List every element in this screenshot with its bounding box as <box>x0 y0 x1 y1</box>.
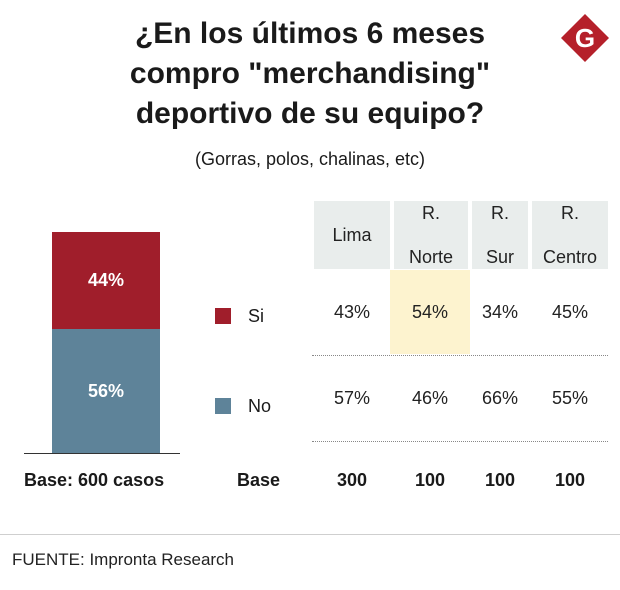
row-divider <box>312 355 608 356</box>
brand-logo-icon: G <box>561 14 609 62</box>
column-header-r-norte-line1: R. <box>422 203 440 223</box>
column-header-r-norte-line2: Norte <box>408 247 453 267</box>
column-header-lima: Lima <box>314 201 390 269</box>
footer-divider <box>0 534 620 535</box>
stacked-bar-chart: 44% 56% <box>24 232 180 454</box>
base-value-lima: 300 <box>336 469 368 490</box>
column-header-r-centro: R. Centro <box>532 201 608 269</box>
column-header-r-norte: R. Norte <box>394 201 468 269</box>
title-line-2: compro "merchandising" <box>129 57 491 90</box>
base-value-r-sur: 100 <box>484 469 516 490</box>
column-header-r-sur-line2: Sur <box>485 247 514 267</box>
source-note: FUENTE: Impronta Research <box>12 550 235 569</box>
bar-baseline <box>24 453 180 454</box>
chart-title: ¿En los últimos 6 meses compro "merchand… <box>60 14 560 134</box>
base-note: Base: 600 casos <box>24 470 165 490</box>
bar-segment-no: 56% <box>52 329 160 453</box>
table-base-label: Base <box>237 470 281 490</box>
bar-label-si: 44% <box>87 270 125 290</box>
base-value-r-centro: 100 <box>554 469 586 490</box>
bar-label-no: 56% <box>87 380 125 401</box>
legend-label-no: No <box>248 396 272 416</box>
column-header-lima-text: Lima <box>332 225 372 245</box>
cell-si-lima: 43% <box>333 301 371 322</box>
legend-swatch-si <box>215 308 231 324</box>
column-header-r-centro-line2: Centro <box>542 247 598 267</box>
column-header-r-centro-line1: R. <box>561 203 579 223</box>
cell-no-r-sur: 66% <box>481 387 519 408</box>
cell-si-r-norte: 54% <box>390 270 470 354</box>
legend-swatch-no <box>215 398 231 414</box>
cell-no-r-centro: 55% <box>551 387 589 408</box>
title-line-3: deportivo de su equipo? <box>135 97 485 130</box>
row-divider <box>312 441 608 442</box>
logo-letter: G <box>575 23 595 53</box>
cell-si-r-sur: 34% <box>481 301 519 322</box>
title-line-1: ¿En los últimos 6 meses <box>134 17 486 50</box>
cell-si-r-centro: 45% <box>551 301 589 322</box>
chart-subtitle: (Gorras, polos, chalinas, etc) <box>194 149 426 169</box>
legend-label-si: Si <box>248 306 265 326</box>
cell-no-lima: 57% <box>333 387 371 408</box>
base-value-r-norte: 100 <box>414 469 446 490</box>
cell-no-r-norte: 46% <box>411 387 449 408</box>
column-header-r-sur: R. Sur <box>472 201 528 269</box>
column-header-r-sur-line1: R. <box>491 203 509 223</box>
bar-segment-si: 44% <box>52 232 160 329</box>
